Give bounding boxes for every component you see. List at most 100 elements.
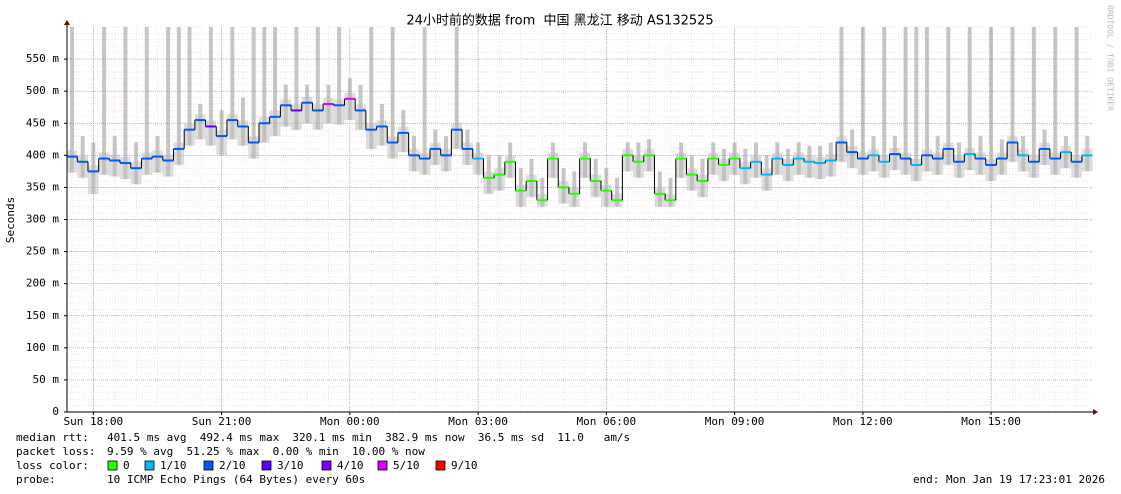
y-tick-label: 350 m [26,180,59,193]
smoke-core [568,187,580,207]
smoke-range [262,27,267,143]
smoke-core [66,150,78,173]
smoke-range [144,27,149,175]
y-tick-label: 100 m [26,341,59,354]
smoke-range [882,27,887,178]
smoke-range [615,177,620,207]
smoke-core [793,152,805,175]
smoke-core [686,168,698,191]
smoke-core [451,123,463,149]
smoke-core [205,120,217,146]
watermark: RRDTOOL / TOBI OETIKER [1106,5,1115,111]
smoke-range [166,27,171,177]
chart-title: 24小时前的数据 from 中国 黑龙江 移动 AS132525 [406,13,713,29]
loss-color-label: 2/10 [219,459,246,472]
probe-text: 10 ICMP Echo Pings (64 Bytes) every 60s [107,473,365,486]
smoke-core [836,136,847,162]
smoke-core [152,150,163,173]
smoke-core [846,146,858,169]
smoke-core [558,181,569,204]
loss-legend-label: loss color: [16,459,89,472]
y-tick-label: 300 m [26,213,59,226]
smoke-core [226,114,238,140]
smoke-core [1060,146,1072,169]
loss-color-swatch [261,460,272,471]
smoke-range [369,27,374,149]
smoke-core [397,126,409,153]
x-tick-label: Sun 21:00 [192,415,252,428]
stats-text: 401.5 ms avg 492.4 ms max 320.1 ms min 3… [107,431,630,444]
end-time: end: Mon Jan 19 17:23:01 2026 [913,473,1105,486]
smoke-range [273,27,278,137]
stats-label: packet loss: [16,445,95,458]
smoke-core [291,104,302,130]
smoke-core [910,158,922,181]
smoke-core [419,152,431,175]
smoke-range [337,27,342,125]
loss-color-swatch [377,460,388,471]
loss-color-label: 5/10 [393,459,420,472]
smoke-core [932,152,944,175]
smoke-core [921,149,933,172]
smoke-range [839,27,844,162]
smoke-range [1053,27,1058,175]
smoke-core [504,155,516,178]
smoke-core [547,152,559,178]
smoke-core [814,157,826,180]
smoke-core [996,152,1008,175]
loss-color-swatch [144,460,155,471]
smoke-core [344,92,356,121]
axes [64,20,1098,415]
smoke-core [355,104,366,130]
smoke-range [1010,27,1015,162]
smoke-core [1049,152,1061,175]
y-tick-label: 400 m [26,148,59,161]
smoke-range [1031,27,1036,178]
smoke-range [946,27,951,165]
smoke-range [967,27,972,171]
smoke-core [376,120,388,146]
smoke-range [454,27,459,149]
smoke-core [633,155,644,178]
smoke-core [162,154,174,177]
x-tick-label: Mon 00:00 [320,415,380,428]
smoke-core [440,149,452,172]
smoke-range [102,27,107,175]
smoke-range [69,27,74,173]
smoke-core [141,152,153,175]
loss-color-label: 3/10 [277,459,304,472]
y-tick-label: 250 m [26,245,59,258]
smoke-range [176,27,181,165]
smoke-core [739,162,751,185]
loss-color-swatch [203,460,214,471]
y-tick-label: 500 m [26,84,59,97]
smoke-core [750,155,762,178]
smoke-core [943,142,954,165]
smoke-range [540,177,545,207]
loss-color-label: 4/10 [337,459,364,472]
smoke-core [248,136,260,159]
smoke-core [825,154,837,177]
smoke-range [1074,27,1079,178]
y-tick-label: 50 m [33,373,60,386]
smoke-core [1039,142,1050,165]
smoke-core [301,96,313,124]
smoke-range [914,27,919,181]
smoke-range [422,27,427,175]
grid [67,26,1093,413]
smoke-core [88,165,99,194]
smoke-core [216,130,227,156]
smoke-core [1071,155,1082,178]
smoke-range [187,27,192,146]
smoke-core [675,152,687,178]
smoke-range [989,27,994,181]
smoke-core [98,152,110,175]
smoke-core [483,171,495,194]
smoke-core [1017,149,1029,172]
smoke-core [130,162,142,185]
smoke-core [515,184,527,207]
y-tick-label: 200 m [26,277,59,290]
smoke-range [860,27,865,175]
smoke-core [120,157,131,180]
y-axis-arrow [64,20,70,25]
